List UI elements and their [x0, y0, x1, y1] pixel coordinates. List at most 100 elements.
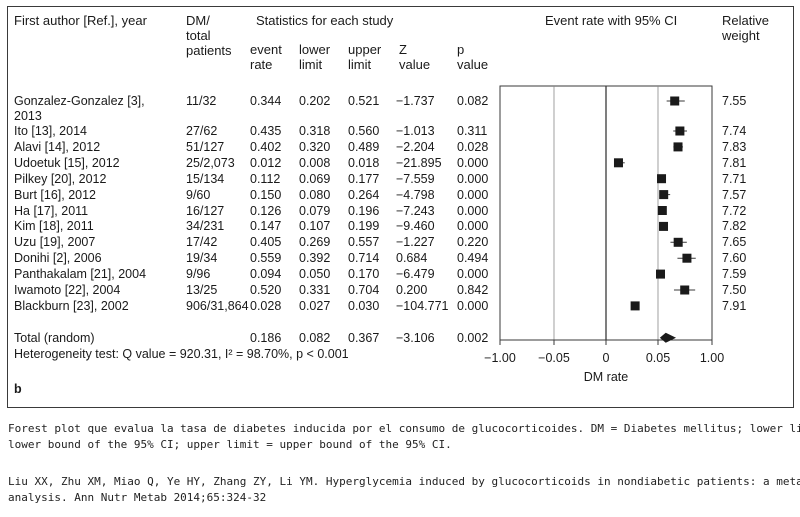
x-tick-label: 0 — [603, 351, 610, 365]
x-axis-label: DM rate — [584, 370, 629, 384]
cell-study: Uzu [19], 2007 — [14, 235, 96, 250]
cell-lower-limit: 0.050 — [299, 267, 331, 282]
cell-upper-limit: 0.714 — [348, 251, 380, 266]
header-z-value: Z value — [399, 42, 431, 72]
cell-upper-limit: 0.557 — [348, 235, 380, 250]
cell-upper-limit: 0.196 — [348, 203, 380, 218]
cell-event-rate: 0.126 — [250, 203, 282, 218]
cell-p-value: 0.082 — [457, 94, 489, 108]
header-dm-total: DM/ total patients — [186, 13, 232, 58]
cell-dm-total: 9/60 — [186, 187, 211, 202]
cell-p-value: 0.311 — [457, 124, 488, 138]
cell-event-rate: 0.402 — [250, 139, 282, 154]
study-point — [613, 158, 623, 168]
cell-z-value: −1.737 — [396, 94, 435, 108]
cell-dm-total: 13/25 — [186, 283, 218, 297]
study-point — [659, 221, 669, 231]
study-point — [659, 190, 669, 200]
cell-study: Iwamoto [22], 2004 — [14, 283, 121, 297]
x-tick-label: 0.05 — [646, 351, 670, 365]
figure-frame — [7, 6, 794, 408]
cell-p-value: 0.220 — [457, 235, 489, 250]
caption-line-3: Liu XX, Zhu XM, Miao Q, Ye HY, Zhang ZY,… — [8, 475, 800, 488]
cell-p-value: 0.028 — [457, 139, 489, 154]
cell-lower-limit: 0.008 — [299, 155, 331, 170]
cell-weight: 7.72 — [722, 203, 747, 218]
cell-p-value: 0.494 — [457, 251, 489, 266]
cell-event-rate: 0.435 — [250, 124, 282, 138]
cell-z-value: −7.243 — [396, 203, 435, 218]
cell-upper-limit: 0.704 — [348, 283, 380, 297]
summary-diamond — [659, 332, 677, 343]
cell-dm-total: 906/31,864 — [186, 298, 249, 313]
study-point — [630, 301, 640, 311]
x-tick-label: 1.00 — [700, 351, 724, 365]
cell-z-value: −104.771 — [396, 298, 449, 313]
cell-z-value: −7.559 — [396, 171, 435, 186]
study-point — [657, 206, 667, 215]
cell-p-value: 0.842 — [457, 283, 489, 297]
cell-event-rate: 0.012 — [250, 155, 282, 170]
cell-dm-total: 34/231 — [186, 219, 225, 234]
cell-upper-limit: 0.177 — [348, 171, 380, 186]
study-point — [656, 269, 666, 279]
cell-dm-total: 17/42 — [186, 235, 218, 250]
cell-study: Donihi [2], 2006 — [14, 251, 102, 266]
total-cell-lower-limit: 0.082 — [299, 330, 331, 345]
study-point — [670, 96, 680, 106]
x-tick-label: −0.05 — [538, 351, 570, 365]
header-statistics-group: Statistics for each study — [256, 13, 394, 28]
cell-event-rate: 0.520 — [250, 283, 282, 297]
cell-dm-total: 15/134 — [186, 171, 225, 186]
cell-z-value: −9.460 — [396, 219, 435, 234]
cell-upper-limit: 0.170 — [348, 267, 380, 282]
cell-weight: 7.83 — [722, 139, 747, 154]
cell-study: Alavi [14], 2012 — [14, 139, 101, 154]
cell-lower-limit: 0.027 — [299, 298, 331, 313]
cell-p-value: 0.000 — [457, 219, 489, 234]
cell-weight: 7.65 — [722, 235, 747, 250]
study-point — [673, 237, 683, 247]
cell-study: Pilkey [20], 2012 — [14, 171, 107, 186]
cell-upper-limit: 0.521 — [348, 94, 380, 108]
header-event-rate: event rate — [250, 42, 282, 72]
cell-z-value: −4.798 — [396, 187, 435, 202]
cell-z-value: −6.479 — [396, 267, 435, 282]
cell-upper-limit: 0.199 — [348, 219, 380, 234]
cell-weight: 7.91 — [722, 298, 747, 313]
header-p-value: p value — [457, 42, 489, 72]
cell-p-value: 0.000 — [457, 155, 489, 170]
cell-z-value: −2.204 — [396, 139, 435, 154]
cell-event-rate: 0.150 — [250, 187, 282, 202]
caption-line-2: lower bound of the 95% CI; upper limit =… — [8, 438, 452, 451]
cell-lower-limit: 0.202 — [299, 94, 331, 108]
cell-upper-limit: 0.264 — [348, 187, 380, 202]
cell-lower-limit: 0.079 — [299, 203, 331, 218]
total-cell-p-value: 0.002 — [457, 330, 489, 345]
study-point — [682, 253, 692, 263]
cell-lower-limit: 0.320 — [299, 139, 331, 154]
cell-lower-limit: 0.331 — [299, 283, 331, 297]
cell-study: Udoetuk [15], 2012 — [14, 155, 120, 170]
cell-lower-limit: 0.269 — [299, 235, 331, 250]
cell-p-value: 0.000 — [457, 298, 489, 313]
cell-lower-limit: 0.392 — [299, 251, 331, 266]
cell-dm-total: 16/127 — [186, 203, 225, 218]
cell-dm-total: 11/32 — [186, 94, 217, 108]
cell-upper-limit: 0.018 — [348, 155, 380, 170]
header-relative-weight: Relative weight — [722, 13, 769, 43]
cell-event-rate: 0.344 — [250, 94, 282, 108]
cell-dm-total: 9/96 — [186, 267, 211, 282]
cell-upper-limit: 0.560 — [348, 124, 380, 138]
cell-z-value: −1.013 — [396, 124, 435, 138]
cell-p-value: 0.000 — [457, 171, 489, 186]
total-cell-upper-limit: 0.367 — [348, 330, 380, 345]
cell-event-rate: 0.405 — [250, 235, 282, 250]
header-author: First author [Ref.], year — [14, 13, 147, 28]
header-upper-limit: upper limit — [348, 42, 382, 72]
cell-weight: 7.57 — [722, 187, 747, 202]
cell-event-rate: 0.559 — [250, 251, 282, 266]
cell-upper-limit: 0.489 — [348, 139, 380, 154]
cell-z-value: −21.895 — [396, 155, 442, 170]
